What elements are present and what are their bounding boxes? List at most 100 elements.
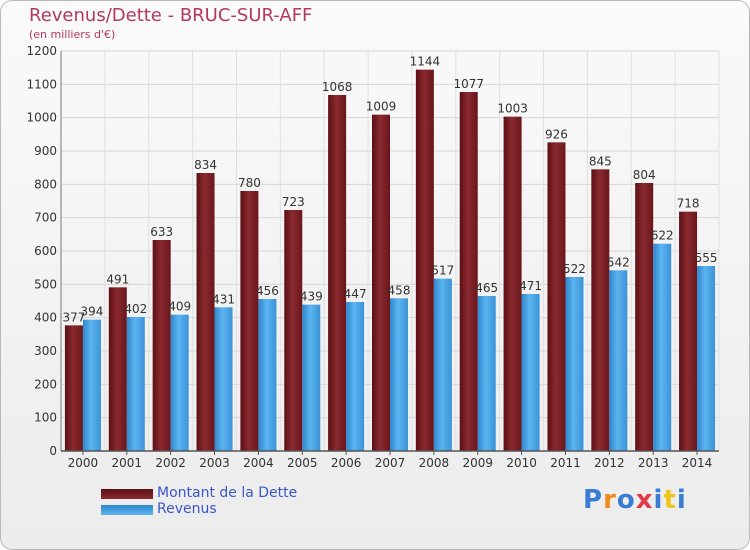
legend-label-revenue: Revenus (157, 501, 217, 517)
data-label-debt-2003: 834 (194, 158, 217, 172)
data-label-revenue-2010: 471 (519, 279, 542, 293)
legend-label-debt: Montant de la Dette (157, 485, 298, 501)
x-tick-label-2009: 2009 (462, 456, 493, 470)
y-tick-label: 800 (34, 177, 57, 191)
legend-swatch-revenue (101, 505, 153, 515)
logo-letter: t (663, 485, 677, 515)
data-label-revenue-2008: 517 (431, 264, 454, 278)
proxiti-logo: Proxiti (583, 485, 687, 515)
y-tick-label: 600 (34, 244, 57, 258)
data-label-debt-2011: 926 (545, 127, 568, 141)
bar-debt-2007 (372, 114, 390, 452)
bar-debt-2012 (591, 169, 610, 452)
x-tick-label-2003: 2003 (199, 456, 230, 470)
x-tick-label-2000: 2000 (68, 456, 99, 470)
y-tick-label: 300 (34, 344, 57, 358)
y-tick-label: 100 (34, 411, 57, 425)
data-label-revenue-2007: 458 (388, 283, 411, 297)
y-tick-label: 1000 (26, 111, 57, 125)
y-tick-label: 500 (34, 277, 57, 291)
x-tick-label-2013: 2013 (638, 456, 669, 470)
data-label-debt-2013: 804 (633, 168, 656, 182)
bar-debt-2008 (415, 69, 434, 452)
bar-revenue-2012 (609, 270, 628, 451)
bar-debt-2009 (459, 92, 478, 451)
bar-debt-2011 (547, 142, 566, 452)
bar-debt-2001 (108, 287, 127, 451)
bar-debt-2014 (679, 211, 698, 451)
logo-letter: o (616, 485, 636, 515)
data-label-debt-2001: 491 (106, 272, 129, 286)
data-label-debt-2000: 377 (62, 310, 85, 324)
y-tick-label: 1100 (26, 77, 57, 91)
bar-revenue-2014 (697, 266, 716, 451)
bar-revenue-2003 (214, 307, 233, 451)
x-tick-label-2010: 2010 (506, 456, 537, 470)
x-tick-label-2012: 2012 (594, 456, 625, 470)
data-label-debt-2005: 723 (282, 195, 305, 209)
bar-revenue-2011 (565, 277, 584, 451)
y-tick-label: 700 (34, 211, 57, 225)
data-label-debt-2006: 1068 (322, 80, 353, 94)
data-label-debt-2009: 1077 (453, 77, 484, 91)
data-label-revenue-2001: 402 (124, 302, 147, 316)
logo-letter: r (603, 485, 617, 515)
bar-debt-2004 (240, 191, 259, 451)
data-label-revenue-2000: 394 (80, 305, 103, 319)
x-tick-label-2001: 2001 (112, 456, 143, 470)
bar-debt-2010 (503, 116, 522, 452)
data-label-revenue-2013: 622 (651, 229, 674, 243)
logo-letter: i (676, 485, 687, 515)
bar-revenue-2004 (258, 299, 277, 451)
x-tick-label-2005: 2005 (287, 456, 318, 470)
data-label-debt-2002: 633 (150, 225, 173, 239)
data-label-debt-2012: 845 (589, 154, 612, 168)
bar-revenue-2010 (521, 294, 540, 451)
logo-letter: x (635, 485, 654, 515)
bar-revenue-2007 (390, 298, 408, 451)
data-label-revenue-2002: 409 (168, 300, 191, 314)
data-label-revenue-2014: 555 (695, 251, 718, 265)
bar-revenue-2006 (346, 302, 365, 451)
x-tick-label-2007: 2007 (375, 456, 406, 470)
data-label-debt-2014: 718 (677, 197, 700, 211)
y-tick-label: 900 (34, 144, 57, 158)
logo-letter: i (653, 485, 664, 515)
logo-letter: P (583, 485, 604, 515)
y-tick-label: 0 (49, 444, 57, 458)
y-tick-label: 400 (34, 311, 57, 325)
legend-swatch-debt (101, 489, 153, 499)
bar-debt-2006 (328, 95, 347, 451)
bar-debt-2003 (196, 173, 215, 451)
bar-revenue-2001 (126, 317, 145, 451)
y-tick-label: 1200 (26, 44, 57, 58)
bar-revenue-2013 (653, 243, 672, 451)
data-label-revenue-2009: 465 (475, 281, 498, 295)
x-tick-label-2004: 2004 (243, 456, 274, 470)
data-label-revenue-2004: 456 (256, 284, 279, 298)
x-tick-label-2011: 2011 (550, 456, 581, 470)
data-label-revenue-2006: 447 (344, 287, 367, 301)
bar-revenue-2009 (477, 296, 496, 451)
x-tick-label-2006: 2006 (331, 456, 362, 470)
bar-debt-2000 (64, 325, 83, 451)
chart-subtitle: (en milliers d'€) (29, 28, 116, 41)
data-label-debt-2007: 1009 (366, 100, 397, 114)
bar-revenue-2008 (433, 278, 452, 451)
bar-debt-2002 (152, 240, 171, 451)
data-label-debt-2008: 1144 (410, 55, 441, 69)
bar-revenue-2002 (170, 314, 189, 451)
data-label-revenue-2005: 439 (300, 290, 323, 304)
data-label-debt-2004: 780 (238, 176, 261, 190)
bar-revenue-2005 (302, 304, 321, 451)
x-tick-label-2008: 2008 (419, 456, 450, 470)
bar-revenue-2000 (82, 319, 101, 451)
chart-title: Revenus/Dette - BRUC-SUR-AFF (29, 5, 313, 26)
data-label-revenue-2011: 522 (563, 262, 586, 276)
x-tick-label-2014: 2014 (682, 456, 713, 470)
y-tick-label: 200 (34, 377, 57, 391)
x-tick-label-2002: 2002 (155, 456, 186, 470)
bar-debt-2005 (284, 210, 303, 451)
